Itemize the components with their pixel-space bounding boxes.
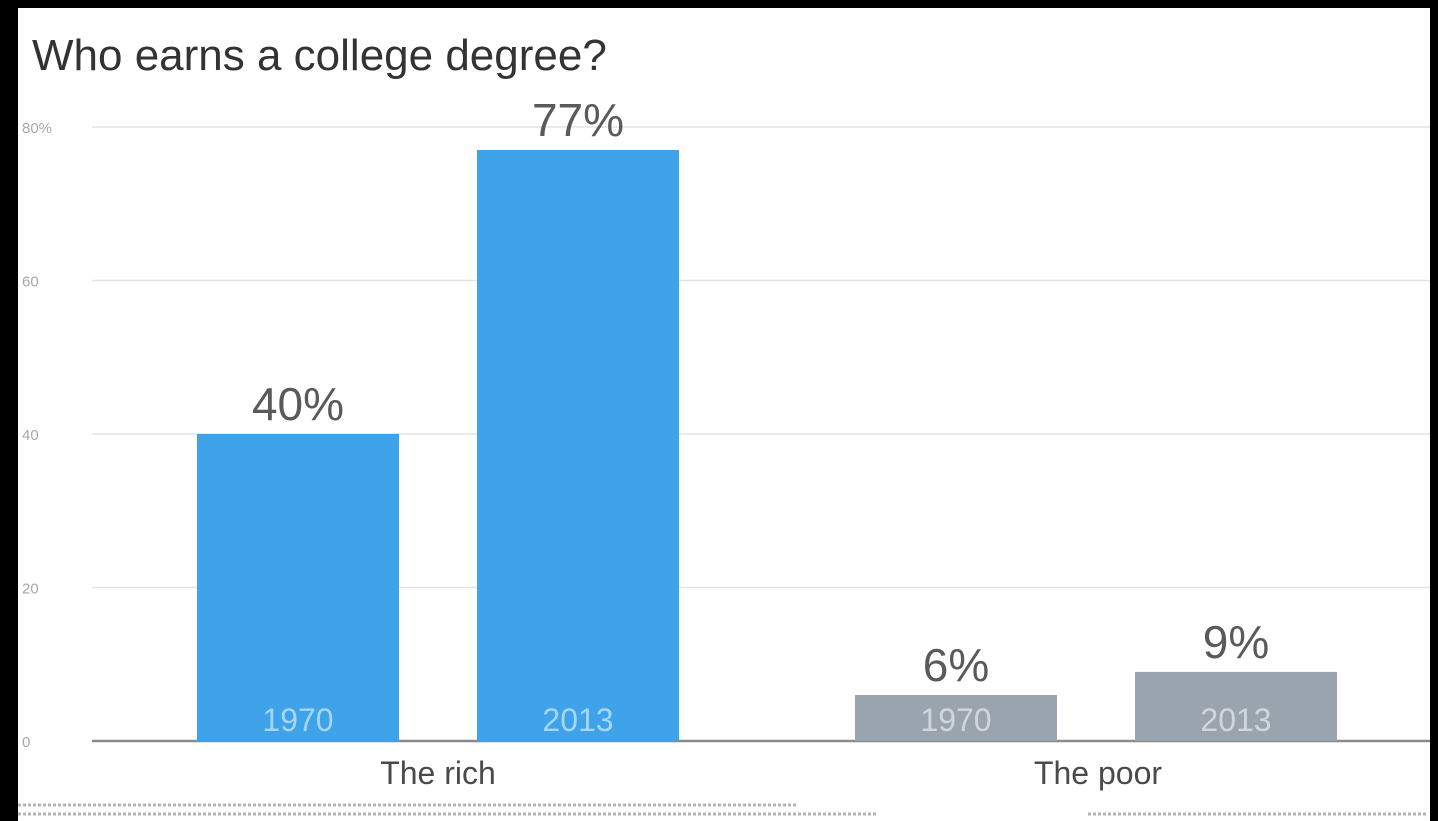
- bar-year-label-the-rich-2013: 2013: [542, 702, 613, 738]
- category-label-the-rich: The rich: [380, 755, 496, 791]
- category-label-the-poor: The poor: [1034, 755, 1162, 791]
- bar-the-rich-1970: [197, 434, 399, 741]
- value-label-the-rich-2013: 77%: [532, 94, 624, 146]
- y-tick-label-0: 0: [22, 734, 30, 751]
- footnote-decoration: [18, 803, 1428, 816]
- bar-the-poor-2013: [1135, 671, 1337, 741]
- label-layer: 40% 1970 77% 2013 6% 1970 9% 2013 The rich The po…: [18, 94, 1428, 816]
- value-label-the-rich-1970: 40%: [252, 378, 344, 430]
- bar-year-label-the-rich-1970: 1970: [262, 702, 333, 738]
- chart-frame: Who earns a college degree? 0 20 40 60 80% 4…: [18, 8, 1430, 821]
- bar-chart: Who earns a college degree? 0 20 40 60 80% 4…: [18, 31, 1430, 816]
- y-tick-label-20: 20: [22, 581, 39, 598]
- bar-year-label-the-poor-1970: 1970: [920, 702, 991, 738]
- chart-title: Who earns a college degree?: [32, 31, 607, 80]
- value-label-the-poor-2013: 9%: [1203, 616, 1269, 668]
- bar-the-rich-2013: [477, 150, 679, 741]
- bar-year-label-the-poor-2013: 2013: [1200, 702, 1271, 738]
- y-tick-label-40: 40: [22, 427, 39, 444]
- bar-layer: [197, 150, 1337, 741]
- bar-the-poor-1970: [855, 694, 1057, 741]
- y-tick-label-60: 60: [22, 274, 39, 291]
- value-label-the-poor-1970: 6%: [923, 639, 989, 691]
- y-tick-label-80: 80%: [22, 120, 52, 137]
